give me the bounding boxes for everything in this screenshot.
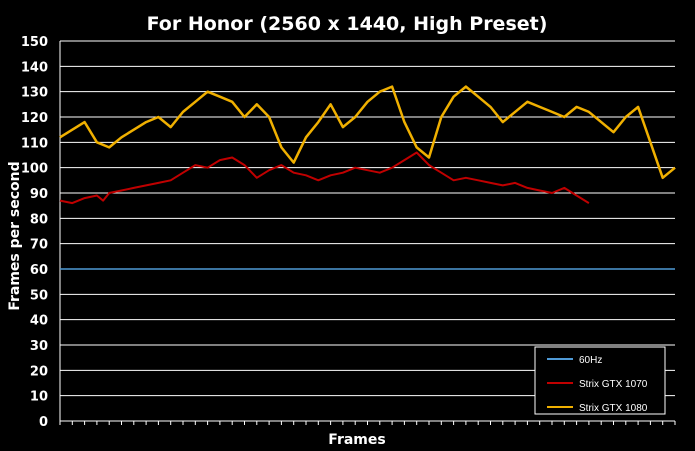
legend: 60Hz Strix GTX 1070 Strix GTX 1080 <box>534 346 666 415</box>
y-tick-labels: 0 10 20 30 40 50 60 70 80 90 100 110 120 130 140 150 <box>21 35 48 430</box>
y-tick-label: 150 <box>21 35 48 50</box>
legend-entry: Strix GTX 1070 <box>579 379 648 390</box>
gridlines <box>60 40 675 397</box>
y-tick-label: 0 <box>39 415 48 430</box>
y-tick-label: 90 <box>30 187 48 202</box>
chart-title: For Honor (2560 x 1440, High Preset) <box>147 13 548 35</box>
y-axis-title: Frames per second <box>7 161 23 310</box>
y-tick-label: 70 <box>30 238 48 253</box>
y-tick-label: 110 <box>21 136 48 151</box>
y-tick-label: 20 <box>30 364 48 379</box>
legend-entry: Strix GTX 1080 <box>579 403 648 414</box>
x-tick-marks <box>59 421 676 425</box>
y-tick-label: 140 <box>21 60 48 75</box>
y-tick-label: 30 <box>30 339 48 354</box>
y-tick-label: 100 <box>21 162 48 177</box>
y-tick-label: 80 <box>30 212 48 227</box>
series-strix-gtx-1070-line <box>59 151 590 205</box>
legend-entry: 60Hz <box>579 355 602 366</box>
y-tick-label: 60 <box>30 263 48 278</box>
y-tick-label: 50 <box>30 288 48 303</box>
x-axis-title: Frames <box>328 432 385 448</box>
series-strix-gtx-1080-line <box>59 85 676 180</box>
y-tick-label: 40 <box>30 314 48 329</box>
series-layer <box>59 85 676 270</box>
y-tick-label: 120 <box>21 111 48 126</box>
y-tick-label: 130 <box>21 86 48 101</box>
y-tick-label: 10 <box>30 390 48 405</box>
